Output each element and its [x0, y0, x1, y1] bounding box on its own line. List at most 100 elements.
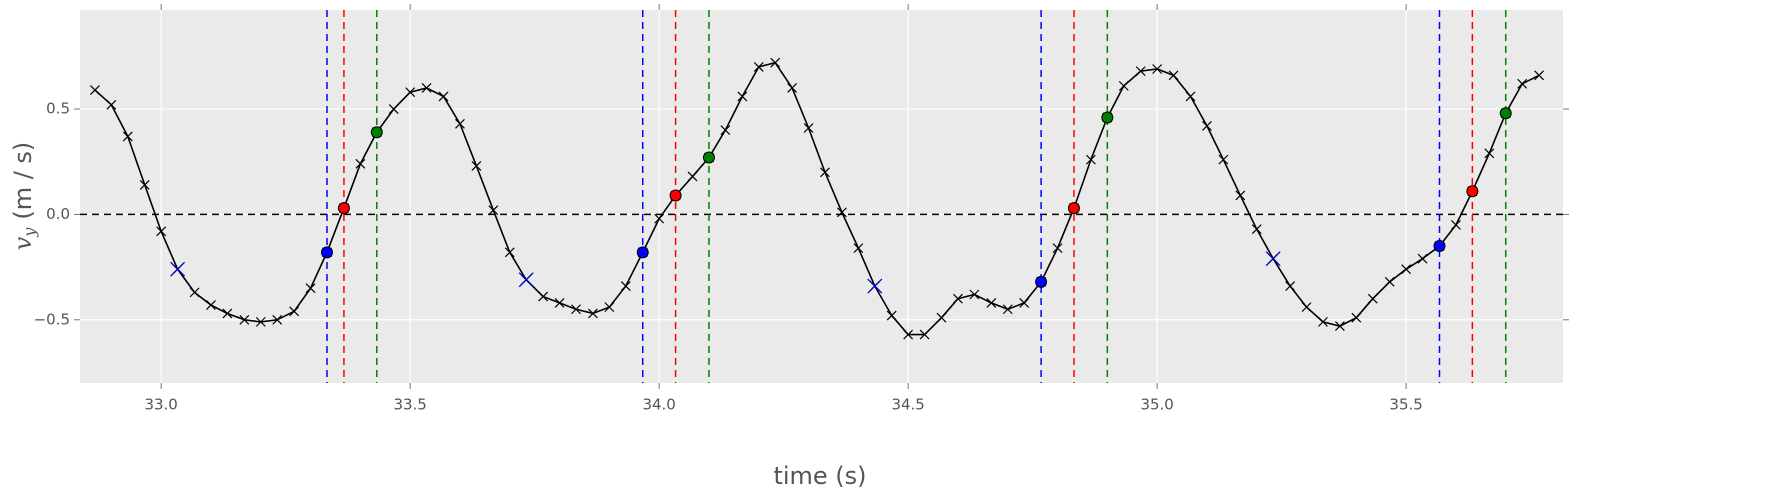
sample-marker	[455, 118, 465, 129]
sample-marker	[139, 179, 150, 190]
event-point	[337, 202, 350, 215]
sample-marker	[604, 302, 615, 313]
sample-marker	[1002, 304, 1013, 315]
sample-marker	[787, 83, 798, 93]
y-label-var: v	[9, 236, 37, 250]
sample-marker	[1534, 70, 1545, 81]
sample-marker	[853, 243, 864, 254]
event-cross	[1265, 251, 1281, 267]
sample-marker	[1251, 224, 1262, 235]
sample-marker	[1135, 66, 1146, 77]
sample-marker	[903, 329, 914, 340]
sample-marker	[1085, 154, 1096, 165]
x-axis-label: time (s)	[773, 462, 866, 490]
event-point	[1067, 202, 1080, 215]
sample-marker	[504, 247, 515, 258]
y-tick-label: 0.5	[46, 100, 70, 118]
sample-marker	[969, 289, 980, 300]
sample-marker	[106, 99, 117, 110]
sample-marker	[620, 281, 631, 291]
x-tick-label: 34.5	[891, 396, 924, 414]
sample-marker	[1285, 281, 1296, 291]
sample-marker	[538, 291, 549, 302]
y-label-sub: y	[20, 227, 39, 238]
x-tick-label: 35.0	[1140, 396, 1173, 414]
event-point	[1101, 111, 1114, 124]
sample-marker	[1417, 253, 1428, 264]
sample-marker	[272, 314, 283, 325]
event-point	[1433, 240, 1446, 253]
x-tick-label: 33.5	[393, 396, 426, 414]
x-tick-label: 34.0	[642, 396, 675, 414]
x-tick-label: 35.5	[1389, 396, 1422, 414]
event-point	[1499, 107, 1512, 120]
event-cross	[518, 272, 534, 288]
sample-marker	[836, 207, 847, 218]
sample-marker	[770, 57, 781, 68]
sample-marker	[1152, 64, 1163, 74]
sample-marker	[986, 297, 997, 308]
sample-marker	[654, 213, 665, 224]
sample-marker	[1202, 120, 1212, 131]
sample-marker	[421, 83, 432, 93]
y-tick-label: −0.5	[34, 310, 70, 328]
sample-marker	[122, 131, 133, 142]
sample-marker	[571, 304, 581, 315]
sample-marker	[189, 287, 200, 298]
sample-marker	[1185, 91, 1196, 102]
event-point	[321, 246, 334, 259]
sample-marker	[1318, 316, 1328, 327]
sample-marker	[1334, 321, 1345, 332]
sample-marker	[289, 306, 300, 317]
sample-marker	[1517, 78, 1528, 89]
sample-marker	[737, 91, 748, 102]
event-point	[702, 151, 715, 164]
sample-marker	[720, 125, 731, 136]
event-point	[1035, 275, 1048, 288]
sample-marker	[588, 308, 598, 319]
event-point	[1466, 185, 1479, 198]
sample-marker	[156, 226, 167, 237]
sample-marker	[1384, 276, 1395, 287]
event-point	[370, 126, 383, 139]
data-line	[94, 61, 1540, 336]
sample-marker	[1052, 243, 1063, 254]
sample-marker	[438, 91, 449, 102]
sample-marker	[255, 316, 266, 327]
event-point	[669, 189, 682, 202]
sample-marker	[90, 85, 100, 96]
y-tick-label: 0.0	[46, 205, 70, 223]
event-cross	[170, 261, 186, 277]
sample-marker	[488, 205, 499, 216]
y-axis-label: vy (m / s)	[9, 142, 39, 251]
sample-marker	[1235, 190, 1246, 201]
sample-marker	[919, 329, 930, 340]
y-label-unit: (m / s)	[9, 142, 37, 220]
sample-marker	[1367, 293, 1378, 304]
sample-marker	[355, 158, 366, 169]
sample-marker	[1484, 148, 1495, 159]
sample-marker	[222, 308, 233, 319]
sample-marker	[1118, 80, 1129, 91]
sample-marker	[1301, 302, 1312, 313]
sample-marker	[1401, 264, 1412, 275]
sample-marker	[1168, 70, 1179, 81]
sample-marker	[1019, 297, 1030, 308]
sample-marker	[206, 300, 216, 310]
sample-marker	[388, 104, 399, 114]
x-tick-label: 33.0	[144, 396, 177, 414]
sample-marker	[305, 283, 316, 294]
sample-marker	[1451, 220, 1461, 230]
event-point	[636, 246, 649, 259]
sample-marker	[405, 87, 416, 98]
sample-marker	[554, 297, 565, 308]
sample-marker	[239, 314, 250, 325]
sample-marker	[953, 293, 963, 304]
event-cross	[867, 278, 883, 294]
sample-marker	[753, 61, 764, 72]
sample-marker	[886, 310, 897, 321]
sample-marker	[803, 123, 814, 133]
sample-marker	[471, 161, 482, 171]
